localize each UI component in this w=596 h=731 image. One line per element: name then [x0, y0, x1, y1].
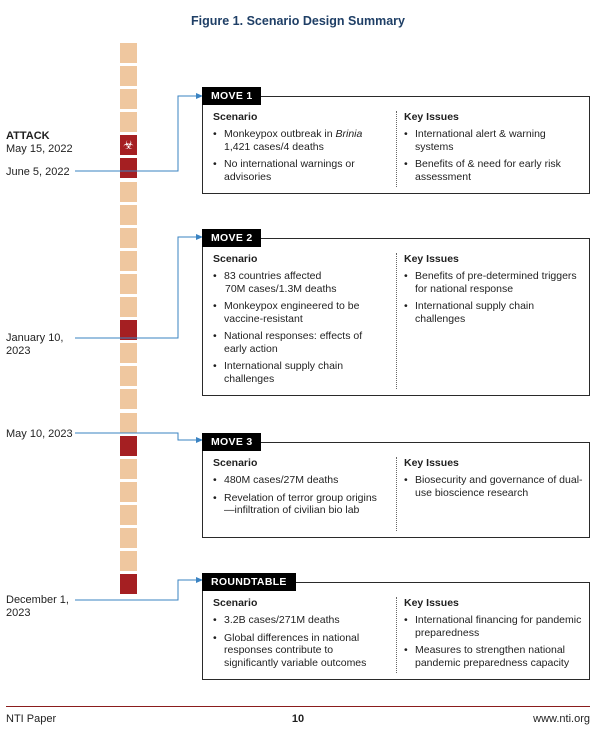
- move2-date-line2: 2023: [6, 345, 31, 357]
- move2-scenario-item: 83 countries affected 70M cases/1.3M dea…: [213, 270, 385, 295]
- roundtable-issue-item: International financing for pandemic pre…: [404, 614, 584, 639]
- move2-issue-item: International supply chain challenges: [404, 300, 584, 325]
- move1-issue-item: International alert & warning systems: [404, 128, 584, 153]
- roundtable-scenario-item: Global differences in national responses…: [213, 632, 385, 670]
- footer-page-number: 10: [291, 713, 305, 725]
- footer-publication: NTI Paper: [6, 713, 57, 725]
- attack-label: ATTACK: [6, 130, 50, 142]
- move2-issues-col: Key Issues Benefits of pre-determined tr…: [404, 253, 584, 330]
- move3-divider: [396, 457, 397, 531]
- move3-scenario-col: Scenario 480M cases/27M deaths Revelatio…: [213, 457, 385, 522]
- roundtable-date-line1: December 1,: [6, 594, 69, 606]
- timeline-segment: [120, 181, 137, 202]
- move2-scenario-item: International supply chain challenges: [213, 360, 385, 385]
- move1-scenario-item: Monkeypox outbreak in Brinia 1,421 cases…: [213, 128, 385, 153]
- timeline-segment: [120, 527, 137, 548]
- move1-date: June 5, 2022: [6, 166, 70, 178]
- move3-issue-item: Biosecurity and governance of dual-use b…: [404, 474, 584, 499]
- timeline-segment: [120, 481, 137, 502]
- timeline-segment: [120, 204, 137, 225]
- roundtable-date-line2: 2023: [6, 607, 31, 619]
- move2-scenario-item: National responses: effects of early act…: [213, 330, 385, 355]
- figure-title: Figure 1. Scenario Design Summary: [191, 14, 405, 28]
- roundtable-box: ROUNDTABLE Scenario 3.2B cases/271M deat…: [202, 573, 590, 680]
- timeline-segment: [120, 112, 137, 133]
- roundtable-issues-heading: Key Issues: [404, 597, 459, 609]
- move1-scenario-item: No international warnings or advisories: [213, 158, 385, 183]
- move1-scenario-text-b: 1,421 cases/4 deaths: [224, 140, 324, 153]
- timeline-segment: [120, 366, 137, 387]
- roundtable-scenario-col: Scenario 3.2B cases/271M deaths Global d…: [213, 597, 385, 674]
- timeline-segment: [120, 551, 137, 572]
- move1-box: MOVE 1 Scenario Monkeypox outbreak in Br…: [202, 87, 590, 194]
- move2-box: MOVE 2 Scenario 83 countries affected 70…: [202, 229, 590, 396]
- timeline-event-marker: [120, 320, 137, 341]
- timeline-event-marker: [120, 435, 137, 456]
- footer-website: www.nti.org: [533, 713, 590, 725]
- move2-scenario-heading: Scenario: [213, 253, 258, 265]
- move3-scenario-item: Revelation of terror group origins—infil…: [213, 492, 385, 517]
- timeline-bar: ☣: [120, 43, 137, 597]
- timeline-segment: [120, 89, 137, 110]
- move1-scenario-col: Scenario Monkeypox outbreak in Brinia 1,…: [213, 111, 385, 188]
- timeline-segment: [120, 343, 137, 364]
- roundtable-divider: [396, 597, 397, 673]
- arrowhead-move3: [196, 437, 203, 443]
- move3-date: May 10, 2023: [6, 428, 73, 440]
- roundtable-issues-col: Key Issues International financing for p…: [404, 597, 584, 674]
- timeline-segment: [120, 389, 137, 410]
- move3-box: MOVE 3 Scenario 480M cases/27M deaths Re…: [202, 433, 590, 538]
- roundtable-issue-item: Measures to strengthen national pandemic…: [404, 644, 584, 669]
- roundtable-scenario-heading: Scenario: [213, 597, 258, 609]
- timeline-segment: [120, 227, 137, 248]
- attack-label-group: ATTACK May 15, 2022: [6, 130, 73, 156]
- connector-move2: [75, 236, 196, 339]
- timeline-segment: [120, 412, 137, 433]
- connector-move1: [75, 95, 196, 172]
- move3-scenario-item: 480M cases/27M deaths: [213, 474, 385, 487]
- arrowhead-roundtable: [196, 577, 203, 583]
- timeline-segment: [120, 297, 137, 318]
- attack-date: May 15, 2022: [6, 143, 73, 155]
- move2-divider: [396, 253, 397, 389]
- move1-issues-col: Key Issues International alert & warning…: [404, 111, 584, 188]
- move3-issues-col: Key Issues Biosecurity and governance of…: [404, 457, 584, 504]
- timeline-segment: [120, 273, 137, 294]
- roundtable-tag: ROUNDTABLE: [202, 573, 296, 591]
- move3-scenario-heading: Scenario: [213, 457, 258, 469]
- move3-issues-heading: Key Issues: [404, 457, 459, 469]
- timeline-event-marker: ☣: [120, 135, 137, 156]
- move2-date-line1: January 10,: [6, 332, 64, 344]
- timeline-event-marker: [120, 574, 137, 595]
- move1-scenario-heading: Scenario: [213, 111, 258, 123]
- roundtable-date-group: December 1, 2023: [6, 594, 69, 620]
- biohazard-icon: ☣: [123, 138, 134, 153]
- move2-tag: MOVE 2: [202, 229, 262, 247]
- arrowhead-move1: [196, 93, 203, 99]
- timeline-segment: [120, 250, 137, 271]
- move1-issue-item: Benefits of & need for early risk assess…: [404, 158, 584, 183]
- move2-date-group: January 10, 2023: [6, 332, 63, 358]
- timeline-segment: [120, 66, 137, 87]
- country-name: Brinia: [335, 128, 363, 140]
- move1-divider: [396, 111, 397, 187]
- move3-tag: MOVE 3: [202, 433, 262, 451]
- timeline-segment: [120, 458, 137, 479]
- arrowhead-move2: [196, 234, 203, 240]
- connector-move3: [75, 432, 196, 441]
- roundtable-scenario-item: 3.2B cases/271M deaths: [213, 614, 385, 627]
- footer-rule: [6, 706, 590, 707]
- move2-scenario-col: Scenario 83 countries affected 70M cases…: [213, 253, 385, 390]
- move1-scenario-text-a: Monkeypox outbreak in Brinia: [224, 128, 363, 140]
- timeline-segment: [120, 504, 137, 525]
- move1-tag: MOVE 1: [202, 87, 262, 105]
- move2-issues-heading: Key Issues: [404, 253, 459, 265]
- timeline-event-marker: [120, 158, 137, 179]
- timeline-segment: [120, 43, 137, 63]
- move1-issues-heading: Key Issues: [404, 111, 459, 123]
- move2-scenario-item: Monkeypox engineered to be vaccine-resis…: [213, 300, 385, 325]
- connector-roundtable: [75, 579, 196, 601]
- move2-issue-item: Benefits of pre-determined triggers for …: [404, 270, 584, 295]
